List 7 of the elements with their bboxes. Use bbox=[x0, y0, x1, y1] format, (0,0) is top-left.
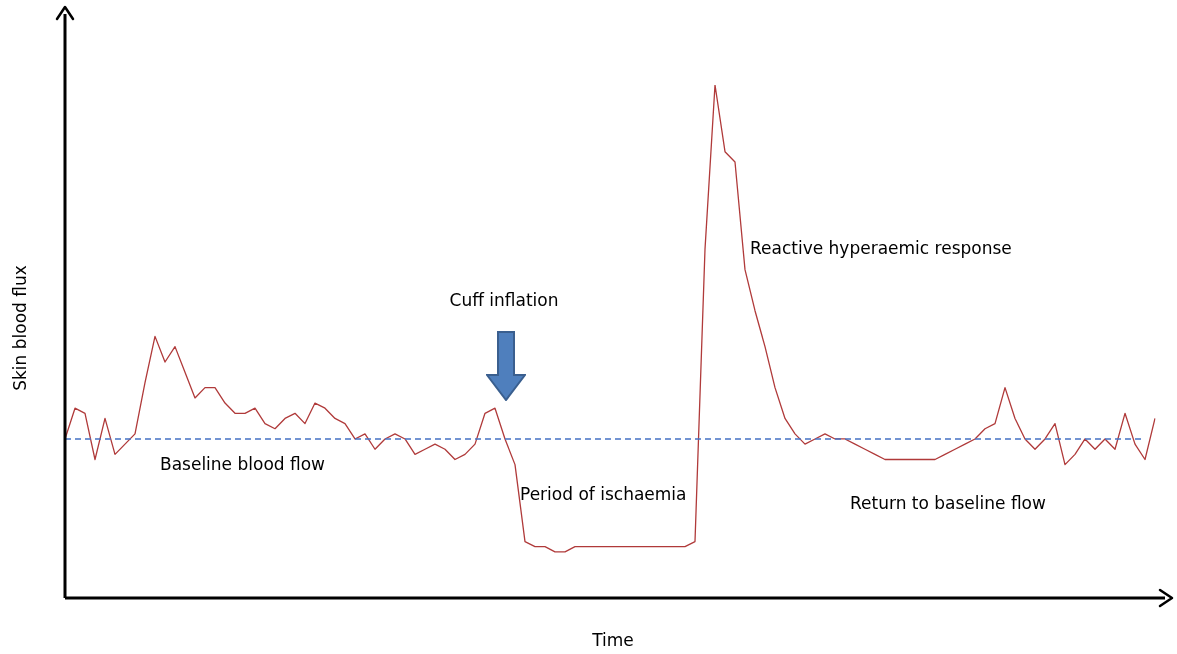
y-axis-title: Skin blood flux bbox=[10, 265, 31, 391]
annotation: Return to baseline flow bbox=[850, 493, 1046, 514]
x-axis-title: Time bbox=[591, 630, 634, 651]
annotation: Reactive hyperaemic response bbox=[750, 238, 1012, 259]
annotation: Baseline blood flow bbox=[160, 454, 326, 475]
annotation: Period of ischaemia bbox=[520, 484, 687, 505]
annotation: Cuff inflation bbox=[449, 290, 559, 311]
